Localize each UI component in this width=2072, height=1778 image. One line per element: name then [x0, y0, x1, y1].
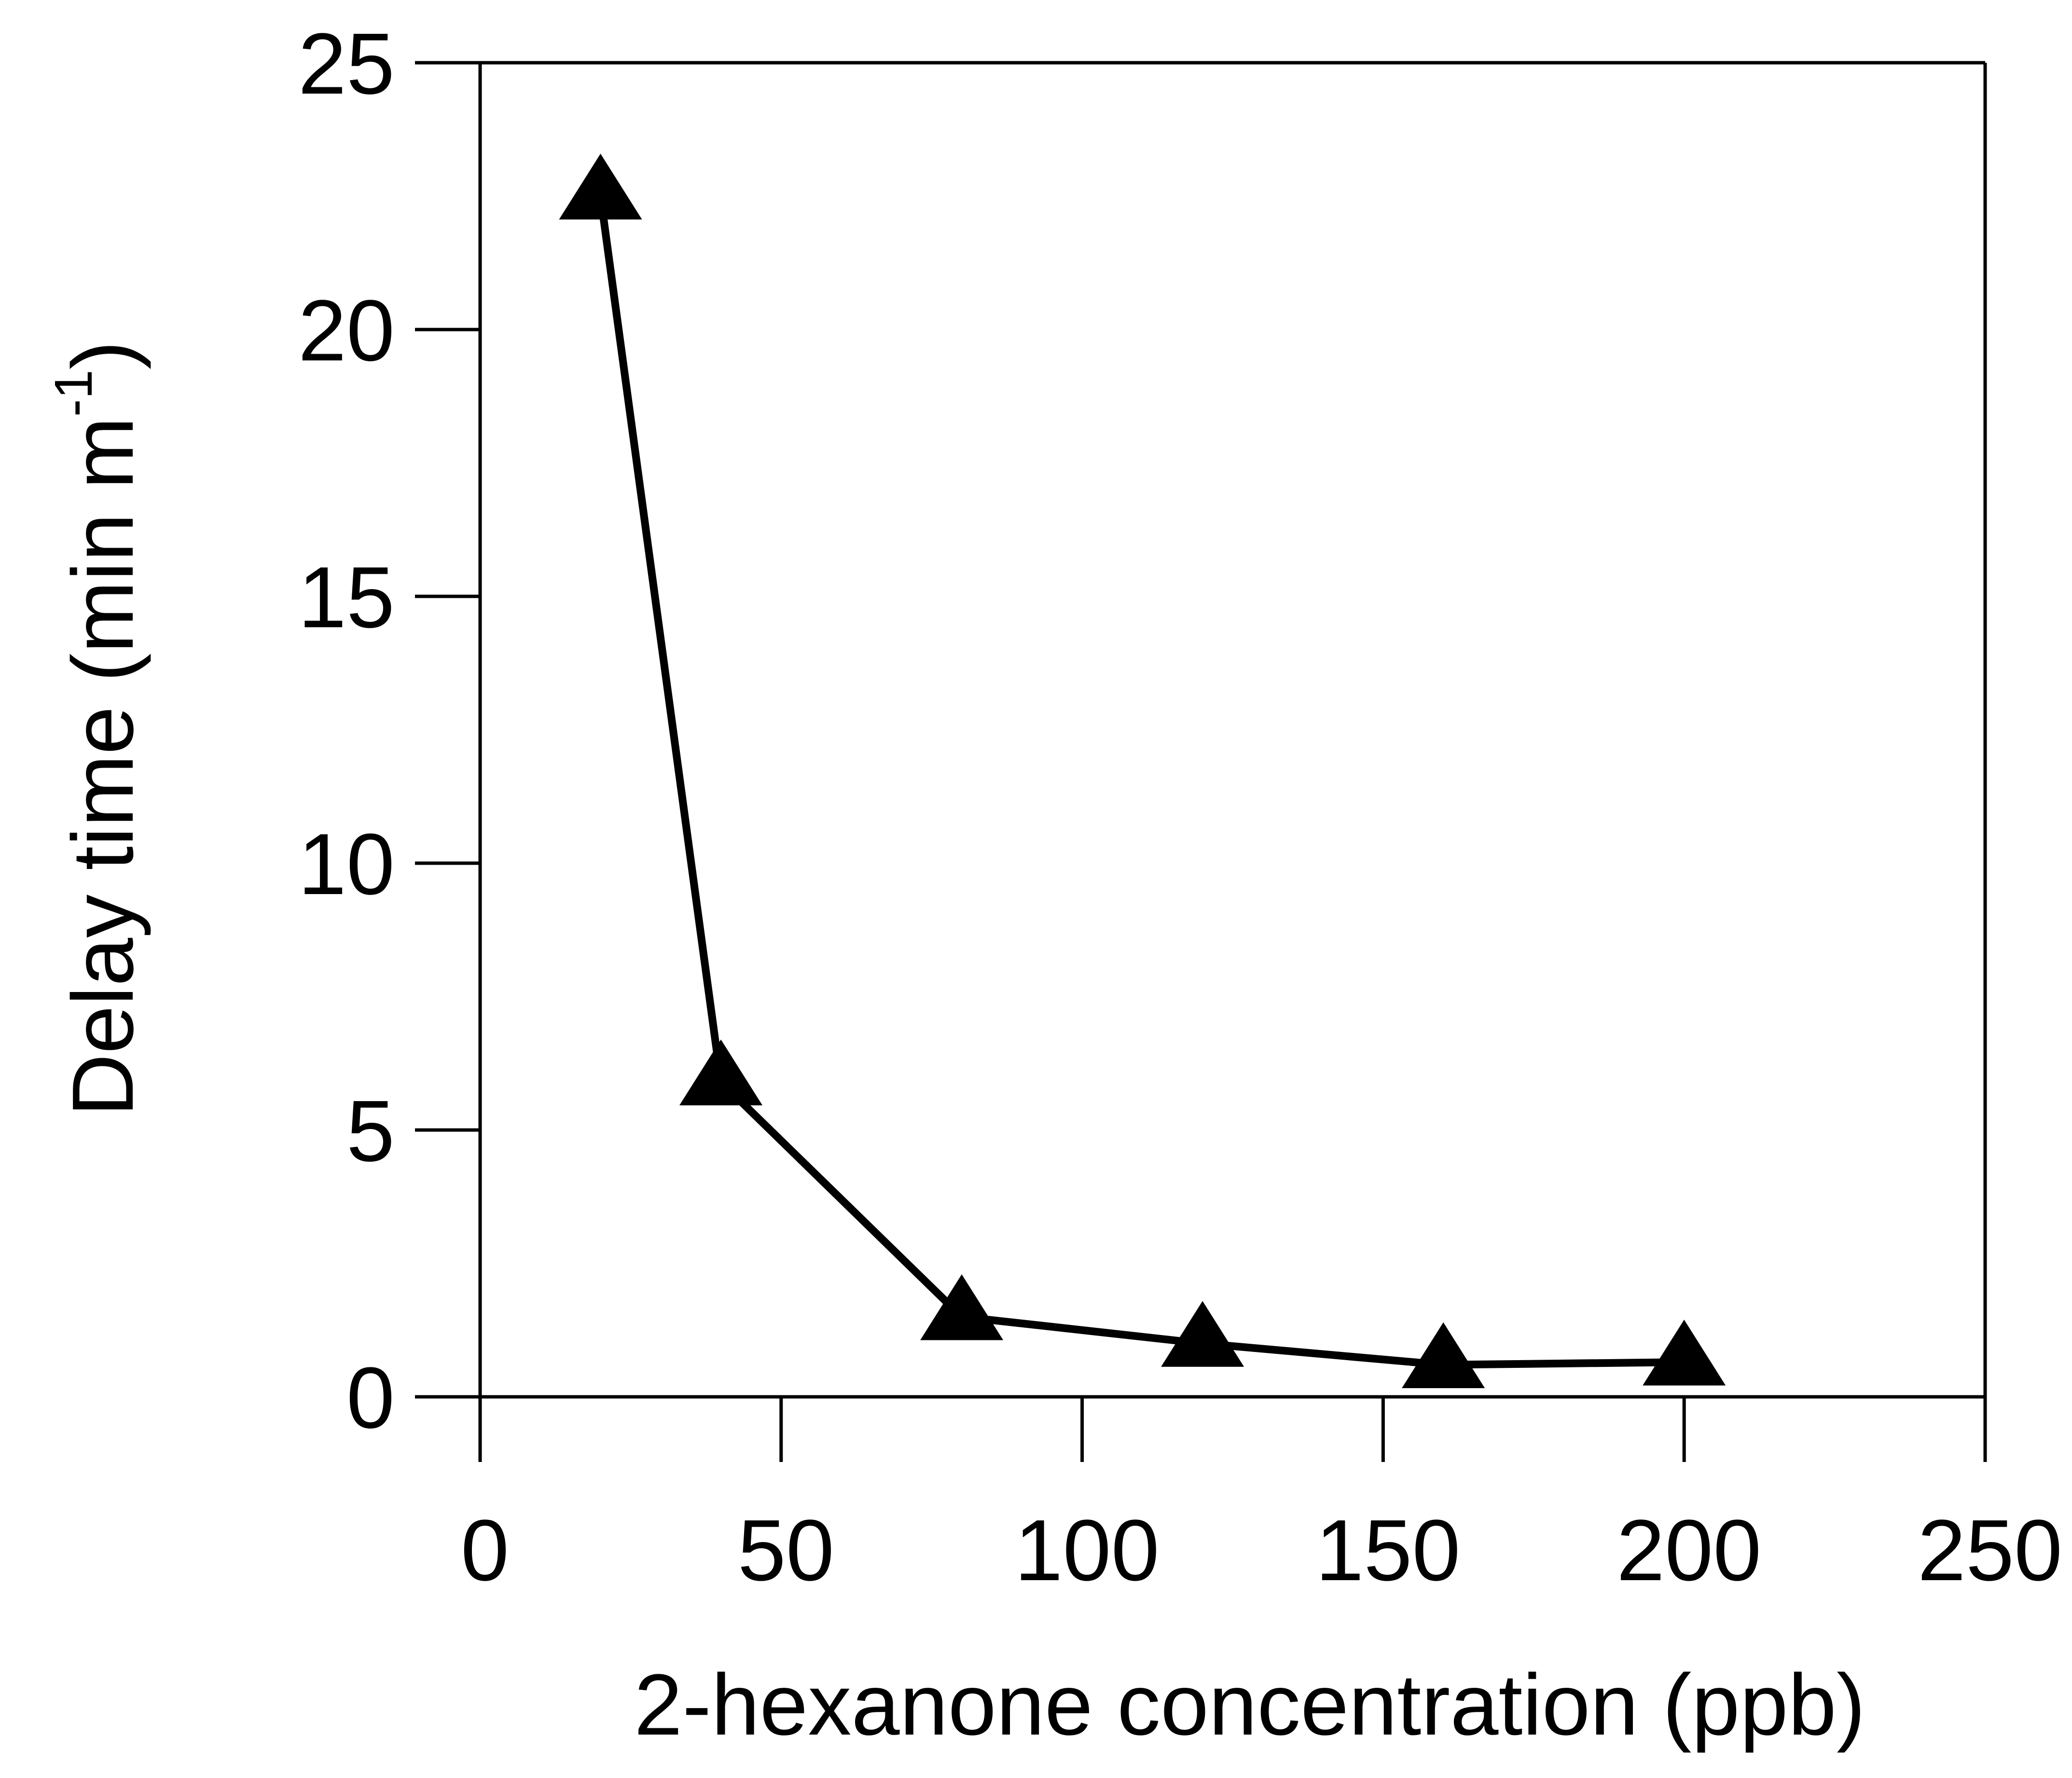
- y-tick-label: 25: [298, 15, 395, 112]
- data-point-triangle: [1643, 1320, 1726, 1386]
- x-tick-label: 200: [1616, 1502, 1761, 1599]
- x-axis-ticks: 0 50 100 150 200 250: [461, 1397, 2062, 1599]
- x-tick-label: 50: [738, 1502, 834, 1599]
- data-point-triangle: [920, 1274, 1004, 1340]
- x-tick-label: 0: [461, 1502, 509, 1599]
- y-axis-title-main: Delay time (min m: [55, 417, 152, 1116]
- y-tick-label: 5: [346, 1083, 395, 1180]
- y-tick-label: 15: [298, 549, 395, 646]
- y-axis-title-superscript: -1: [44, 370, 103, 417]
- data-point-triangle: [1161, 1301, 1244, 1367]
- y-tick-label: 20: [298, 282, 395, 379]
- x-axis-title: 2-hexanone concentration (ppb): [634, 1656, 1865, 1753]
- x-tick-label: 100: [1014, 1502, 1159, 1599]
- data-series: [559, 153, 1726, 1389]
- y-axis-title: Delay time (min m-1): [44, 341, 152, 1116]
- data-point-triangle: [679, 1039, 763, 1105]
- plot-frame: [415, 61, 1987, 1462]
- data-point-triangle: [1402, 1322, 1485, 1389]
- y-tick-label: 0: [346, 1350, 395, 1447]
- y-axis-ticks: 0 5 10 15 20 25: [298, 15, 480, 1447]
- series-line: [596, 195, 1685, 1369]
- x-tick-label: 250: [1918, 1502, 2062, 1599]
- y-axis-title-close: ): [55, 341, 152, 370]
- data-point-triangle: [559, 153, 642, 220]
- x-tick-label: 150: [1315, 1502, 1460, 1599]
- y-tick-label: 10: [298, 816, 395, 913]
